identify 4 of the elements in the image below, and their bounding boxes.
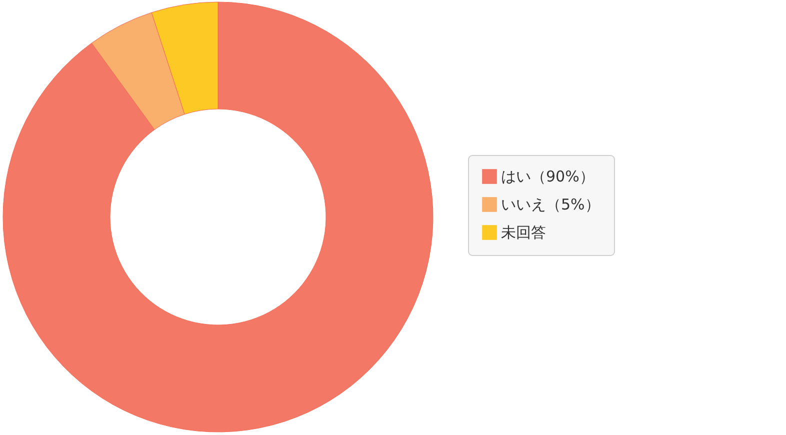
legend-label: はい（90%） bbox=[501, 168, 594, 186]
legend-label: 未回答 bbox=[501, 224, 546, 242]
donut-slice bbox=[2, 2, 434, 432]
legend-label: いいえ（5%） bbox=[501, 196, 600, 214]
